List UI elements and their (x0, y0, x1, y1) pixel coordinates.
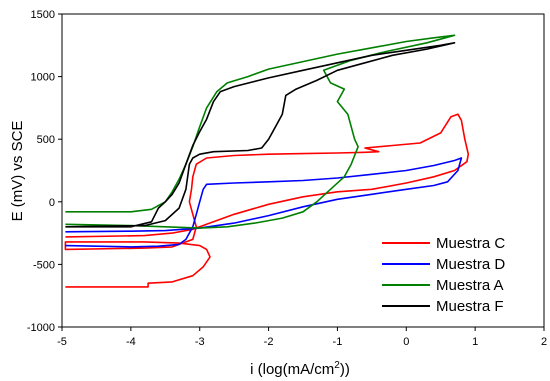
legend-label: Muestra F (436, 298, 504, 315)
y-tick-label: 1500 (31, 9, 55, 21)
legend-label: Muestra D (436, 256, 505, 273)
x-axis-title: i (log(mA/cm2)) (250, 360, 350, 378)
y-tick-label: 0 (49, 197, 55, 209)
x-tick-layer: -5 -4 -3 -2 -1 0 1 2 (57, 327, 547, 348)
legend: Muestra C Muestra D Muestra A Muestra F (382, 235, 505, 315)
series-line-muestra-d (65, 157, 463, 248)
y-tick-label: -1000 (27, 322, 55, 334)
series-line-muestra-f (65, 42, 456, 228)
x-tick-label: 2 (541, 336, 547, 348)
y-tick-label: 1000 (31, 72, 55, 84)
y-axis-title: E (mV) vs SCE (9, 121, 26, 222)
series-line-muestra-c (64, 113, 470, 288)
plot-area (61, 13, 545, 328)
x-tick-label: -3 (195, 336, 205, 348)
y-tick-layer: 1500 1000 500 0 -500 -1000 (27, 9, 62, 334)
legend-label: Muestra C (436, 235, 505, 252)
legend-label: Muestra A (436, 277, 504, 294)
y-tick-label: 500 (37, 134, 55, 146)
series-layer (64, 34, 470, 288)
x-tick-label: -5 (57, 336, 67, 348)
x-tick-label: -4 (126, 336, 136, 348)
x-tick-label: 0 (403, 336, 409, 348)
y-tick-label: -500 (33, 259, 55, 271)
x-tick-label: -1 (333, 336, 343, 348)
x-tick-label: 1 (472, 336, 478, 348)
x-tick-label: -2 (264, 336, 274, 348)
